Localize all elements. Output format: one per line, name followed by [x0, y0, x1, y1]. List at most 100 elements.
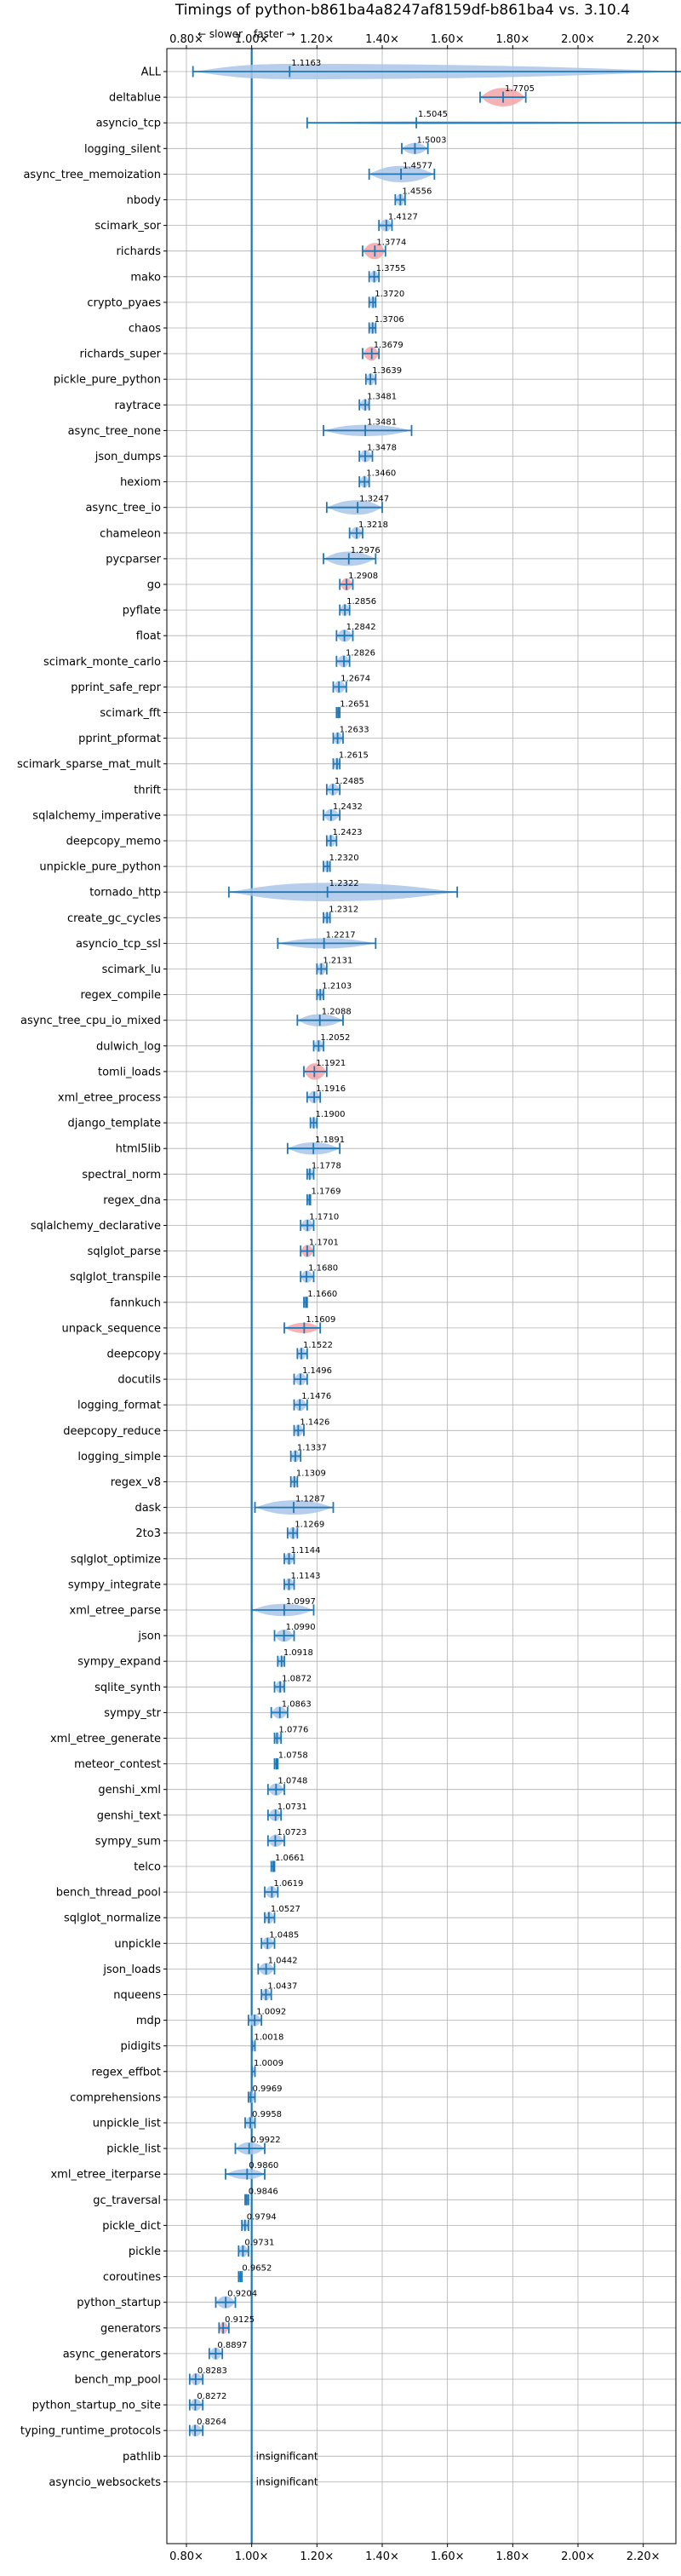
benchmark-label: xml_etree_iterparse: [50, 2169, 161, 2182]
value-label: 0.8272: [197, 2392, 226, 2401]
value-label: 1.1309: [296, 1469, 326, 1479]
value-label: 1.1476: [301, 1392, 331, 1401]
benchmark-label: pickle_pure_python: [54, 374, 161, 387]
benchmark-label: tornado_http: [89, 887, 161, 900]
benchmark-label: sympy_expand: [77, 1656, 161, 1669]
x-tick-label-top: 1.20×: [300, 33, 334, 46]
value-label: 1.3481: [367, 417, 397, 427]
benchmark-label: pprint_safe_repr: [71, 681, 161, 694]
benchmark-label: scimark_sor: [94, 220, 161, 233]
value-label: 0.8897: [217, 2341, 247, 2350]
x-tick-label-top: 0.80×: [169, 33, 203, 46]
benchmark-label: pidigits: [121, 2040, 162, 2053]
benchmark-label: scimark_fft: [100, 707, 161, 720]
benchmark-label: python_startup_no_site: [32, 2400, 161, 2412]
chart-title: Timings of python-b861ba4a8247af8159df-b…: [175, 2, 630, 19]
benchmark-label: pycparser: [106, 553, 161, 566]
benchmark-label: logging_silent: [84, 143, 161, 156]
axis-layer: 0.80× 0.80× 1.00× 1.00× 1.20× 1.20× 1.40× 1.40×…: [163, 33, 661, 2563]
value-label: 1.2826: [346, 648, 375, 658]
value-label: 1.2312: [329, 905, 358, 914]
value-label: 1.1891: [315, 1136, 345, 1145]
benchmark-label: logging_simple: [77, 1451, 161, 1463]
benchmark-label: nqueens: [113, 1989, 161, 2002]
benchmark-label: pickle: [129, 2245, 161, 2258]
value-label: 1.1769: [311, 1187, 340, 1196]
benchmark-label: sqlglot_parse: [88, 1245, 161, 1258]
benchmark-label: html5lib: [116, 1143, 161, 1156]
benchmark-label: regex_dna: [103, 1194, 161, 1207]
value-label: 1.2103: [322, 982, 352, 992]
benchmark-label: unpickle: [114, 1938, 161, 1951]
value-label: 1.0661: [275, 1854, 305, 1863]
value-label: 0.9794: [247, 2212, 277, 2222]
value-label: 1.2131: [323, 957, 352, 966]
value-label: 1.3774: [376, 239, 406, 248]
benchmark-label: fannkuch: [110, 1297, 161, 1309]
value-label: 0.9922: [251, 2136, 281, 2145]
benchmark-label: mako: [130, 271, 161, 284]
benchmark-label: genshi_text: [97, 1809, 161, 1822]
benchmark-label: scimark_sparse_mat_mult: [17, 758, 161, 771]
benchmark-label: pprint_pformat: [78, 733, 161, 745]
benchmark-label: asyncio_tcp_ssl: [76, 938, 161, 951]
value-label: 1.1287: [295, 1495, 325, 1504]
value-label: 1.2842: [346, 623, 376, 632]
value-label: 0.9125: [225, 2315, 255, 2325]
benchmark-label: chameleon: [100, 527, 161, 540]
benchmark-label: unpickle_list: [93, 2118, 161, 2130]
benchmark-label: logging_format: [77, 1400, 161, 1412]
insignificant-label: insignificant: [256, 2475, 318, 2487]
value-label: 1.0776: [278, 1726, 308, 1735]
benchmark-label: async_tree_cpu_io_mixed: [20, 1015, 161, 1027]
benchmark-label: async_tree_memoization: [23, 169, 161, 181]
x-tick-label-bottom: 1.20×: [300, 2550, 334, 2563]
benchmark-label: comprehensions: [70, 2091, 161, 2104]
faster-direction-label: faster →: [254, 28, 295, 40]
value-label: 1.2674: [340, 674, 370, 683]
value-label: 1.0092: [256, 2008, 286, 2017]
benchmark-label: deltablue: [109, 92, 161, 105]
benchmark-label: bench_thread_pool: [56, 1887, 161, 1900]
benchmark-label: hexiom: [120, 476, 161, 489]
value-label: 1.4556: [402, 187, 432, 197]
benchmark-label: unpack_sequence: [61, 1322, 161, 1335]
value-label: 1.0442: [268, 1956, 298, 1965]
benchmark-label: crypto_pyaes: [87, 296, 161, 309]
value-label: 1.1522: [303, 1341, 333, 1350]
value-label: 1.1660: [307, 1290, 337, 1299]
benchmark-label: xml_etree_process: [58, 1092, 161, 1105]
x-tick-label-bottom: 2.00×: [561, 2550, 595, 2563]
x-tick-label-top: 2.00×: [561, 33, 595, 46]
value-label: 1.3460: [366, 469, 396, 479]
value-label: 0.9958: [252, 2110, 282, 2119]
benchmark-label: docutils: [117, 1374, 161, 1387]
benchmark-label: bench_mp_pool: [74, 2374, 161, 2387]
benchmark-label: regex_v8: [111, 1476, 161, 1489]
benchmark-label: asyncio_websockets: [49, 2476, 161, 2489]
benchmark-label: sympy_str: [104, 1707, 161, 1720]
benchmark-label: python_startup: [77, 2297, 161, 2309]
benchmark-label: ALL: [141, 66, 162, 79]
value-label: 1.2856: [346, 597, 376, 607]
value-label: 1.0009: [254, 2059, 283, 2068]
benchmark-label: telco: [134, 1861, 161, 1874]
value-label: 1.0437: [267, 1982, 297, 1992]
value-label: 1.0018: [254, 2033, 283, 2043]
benchmark-label: async_generators: [63, 2348, 162, 2360]
benchmark-label: genshi_xml: [98, 1784, 161, 1797]
value-label: 1.2908: [348, 572, 378, 581]
value-label: 0.9204: [227, 2290, 257, 2299]
x-tick-label-bottom: 1.60×: [431, 2550, 465, 2563]
benchmark-label: pyflate: [123, 605, 161, 618]
value-label: 1.5045: [418, 110, 448, 119]
benchmark-label: deepcopy: [106, 1348, 161, 1361]
benchmark-label: asyncio_tcp: [96, 118, 161, 130]
value-label: 1.0748: [278, 1777, 307, 1786]
value-label: 0.8264: [197, 2418, 226, 2427]
value-label: 1.2320: [329, 854, 359, 863]
value-label: 1.3639: [372, 366, 402, 376]
value-label: 1.0619: [273, 1879, 303, 1889]
value-label: 1.3218: [358, 520, 388, 530]
